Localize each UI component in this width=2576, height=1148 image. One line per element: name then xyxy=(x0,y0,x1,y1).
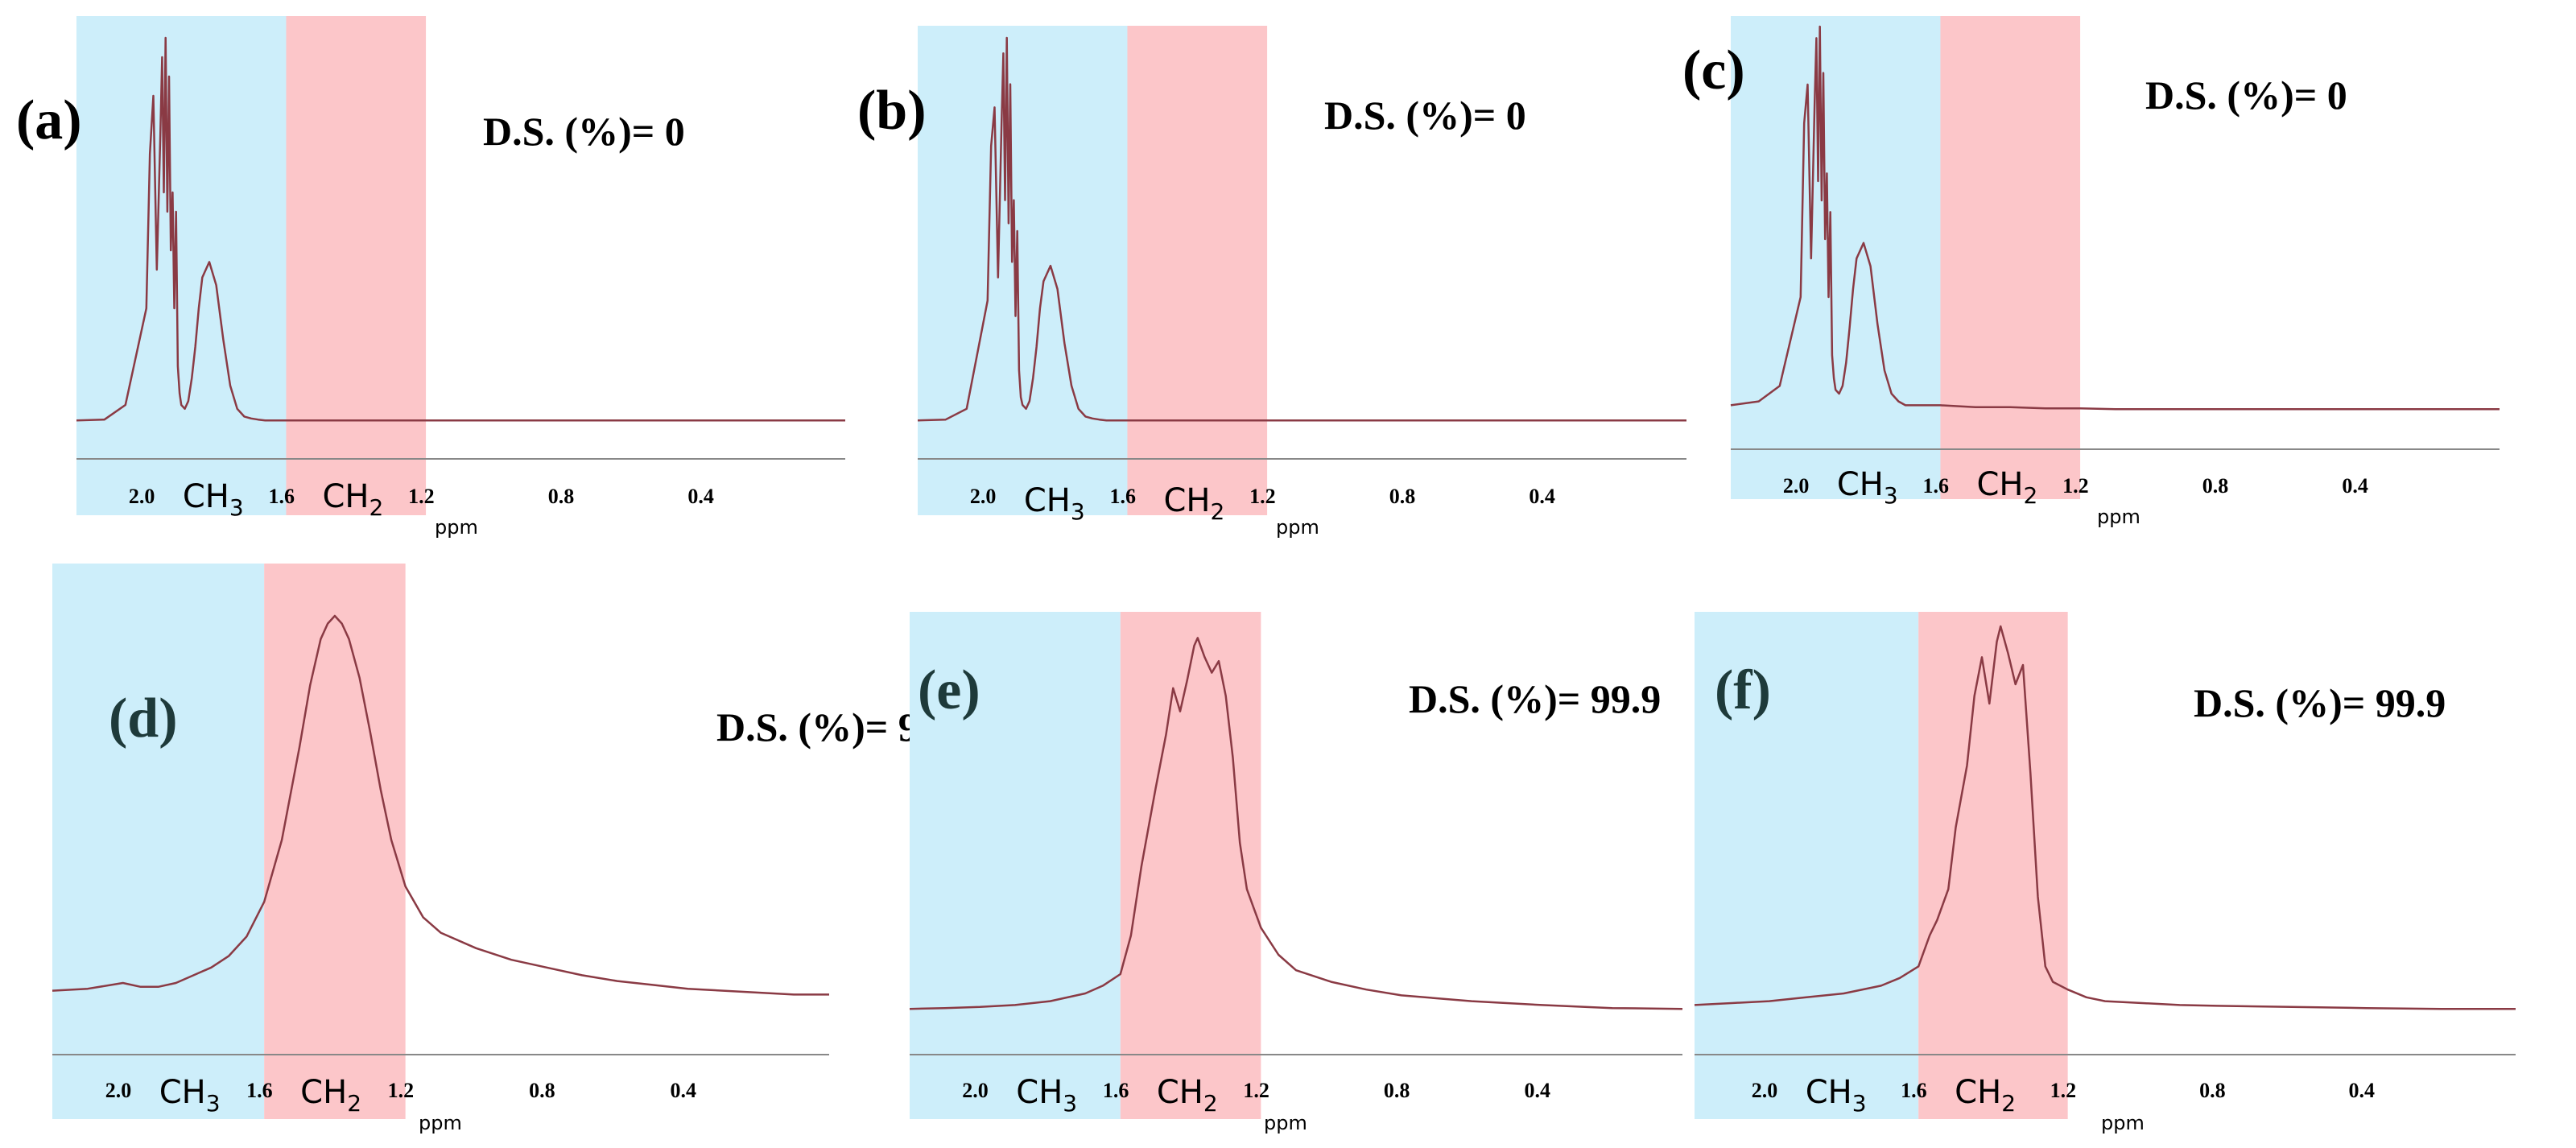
x-tick-label: 2.0 xyxy=(970,485,997,508)
x-tick-label: 2.0 xyxy=(1752,1079,1778,1102)
x-tick-label: 1.6 xyxy=(1922,474,1949,498)
x-tick-label: 0.4 xyxy=(1524,1079,1550,1102)
region-label-ch2: CH2 xyxy=(1163,482,1224,525)
panel-letter: (d) xyxy=(109,688,178,750)
x-tick-label: 0.8 xyxy=(548,485,575,508)
ds-annotation: D.S. (%)= 99.9 xyxy=(2194,680,2446,725)
x-tick-label: 1.2 xyxy=(388,1079,415,1102)
x-tick-label: 1.6 xyxy=(246,1079,273,1102)
region-label-subscript: 2 xyxy=(2023,482,2037,509)
region-label-subscript: 2 xyxy=(1210,498,1224,525)
region-band-ch2 xyxy=(1127,26,1268,515)
region-label-subscript: 3 xyxy=(1063,1090,1077,1117)
x-tick-label: 0.8 xyxy=(1384,1079,1410,1102)
region-label-subscript: 2 xyxy=(1203,1090,1218,1117)
region-band-ch3 xyxy=(910,612,1121,1119)
x-tick-label: 1.2 xyxy=(408,485,435,508)
x-tick-label: 0.8 xyxy=(2199,1079,2226,1102)
region-band-ch2 xyxy=(1120,612,1261,1119)
x-tick-label: 1.6 xyxy=(1901,1079,1927,1102)
region-label-subscript: 3 xyxy=(1071,498,1085,525)
x-tick-label: 2.0 xyxy=(129,485,155,508)
x-tick-label: 1.6 xyxy=(1103,1079,1129,1102)
region-label-subscript: 3 xyxy=(206,1090,221,1117)
spectrum-line xyxy=(1694,625,2516,1010)
ds-annotation: D.S. (%)= 0 xyxy=(1324,93,1526,138)
region-label-subscript: 2 xyxy=(347,1090,361,1117)
x-tick-label: 0.4 xyxy=(2349,1079,2376,1102)
spectrum-line xyxy=(52,614,829,996)
x-axis-label: ppm xyxy=(1264,1112,1307,1134)
x-tick-label: 2.0 xyxy=(1783,474,1810,498)
ds-annotation: D.S. (%)= 0 xyxy=(2145,72,2347,118)
x-tick-label: 1.6 xyxy=(1109,485,1136,508)
x-axis-label: ppm xyxy=(435,516,478,539)
region-band-ch2 xyxy=(264,564,406,1119)
spectrum-line xyxy=(917,36,1686,422)
x-tick-label: 1.6 xyxy=(268,485,295,508)
x-tick-label: 0.4 xyxy=(671,1079,697,1102)
region-band-ch2 xyxy=(1918,612,2068,1119)
region-label-subscript: 3 xyxy=(229,494,244,521)
x-tick-label: 2.0 xyxy=(962,1079,989,1102)
panel-letter: (f) xyxy=(1715,659,1771,721)
region-band-ch3 xyxy=(76,16,287,515)
x-tick-label: 0.4 xyxy=(1529,485,1555,508)
x-tick-label: 1.2 xyxy=(2062,474,2089,498)
spectrum-line xyxy=(909,637,1683,1010)
region-band-ch2 xyxy=(286,16,427,515)
region-band-ch3 xyxy=(1731,16,1941,499)
spectrum-line xyxy=(1730,25,2500,411)
region-band-ch2 xyxy=(1940,16,2081,499)
x-tick-label: 1.2 xyxy=(1243,1079,1269,1102)
region-label-ch3: CH3 xyxy=(1837,466,1898,509)
x-tick-label: 2.0 xyxy=(105,1079,132,1102)
panel-letter: (e) xyxy=(918,659,980,721)
x-tick-label: 1.2 xyxy=(1249,485,1276,508)
region-label-ch2: CH2 xyxy=(1157,1074,1218,1117)
x-axis-label: ppm xyxy=(419,1112,462,1134)
x-tick-label: 0.8 xyxy=(529,1079,555,1102)
region-band-ch3 xyxy=(52,564,265,1119)
panel-letter: (b) xyxy=(857,80,927,142)
region-band-ch3 xyxy=(1695,612,1919,1119)
x-tick-label: 0.8 xyxy=(1389,485,1416,508)
region-label-subscript: 2 xyxy=(2001,1090,2016,1117)
ds-annotation: D.S. (%)= 99.9 xyxy=(1409,676,1661,721)
x-tick-label: 1.2 xyxy=(2050,1079,2077,1102)
x-axis-label: ppm xyxy=(2097,506,2140,528)
x-axis-label: ppm xyxy=(2101,1112,2145,1134)
x-tick-label: 0.4 xyxy=(2342,474,2368,498)
spectrum-line xyxy=(76,36,845,422)
panel-letter: (c) xyxy=(1682,39,1745,101)
x-tick-label: 0.4 xyxy=(687,485,714,508)
ds-annotation: D.S. (%)= 0 xyxy=(483,109,685,154)
panel-letter: (a) xyxy=(16,89,82,151)
region-label-subscript: 3 xyxy=(1884,482,1898,509)
region-label-subscript: 2 xyxy=(369,494,383,521)
x-tick-label: 0.8 xyxy=(2202,474,2229,498)
x-axis-label: ppm xyxy=(1276,516,1319,539)
region-band-ch3 xyxy=(918,26,1128,515)
region-label-subscript: 3 xyxy=(1852,1090,1867,1117)
